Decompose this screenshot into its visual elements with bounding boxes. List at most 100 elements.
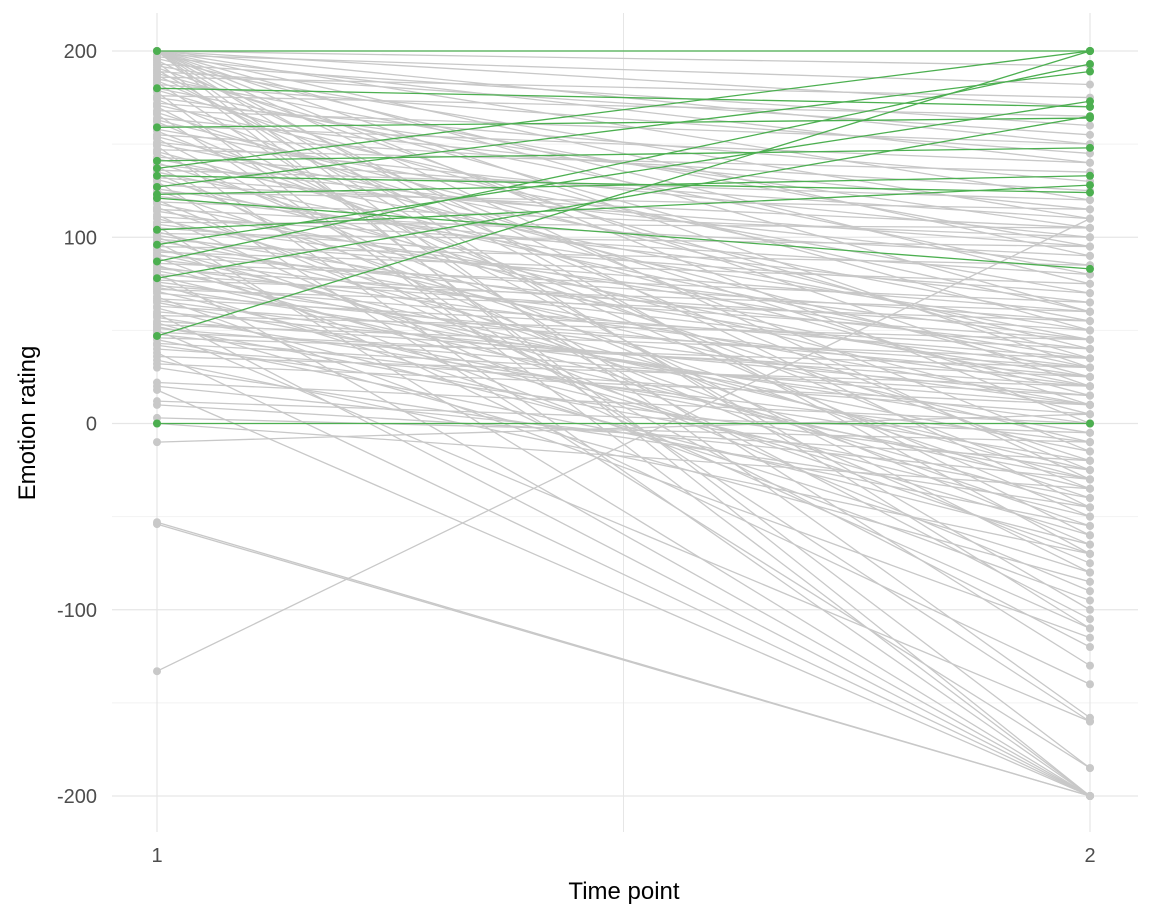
grey-series-point-t1-150	[153, 413, 161, 422]
grey-series-line-22	[156, 70, 1091, 136]
highlighted-series-point-t2-1	[1086, 102, 1094, 111]
grey-series-line-121	[156, 305, 1091, 369]
x-axis-title: Time point	[568, 878, 679, 905]
grey-series-line-6	[156, 50, 1091, 369]
grey-series-line-100	[156, 258, 1091, 369]
grey-series-point-t2-142	[1086, 549, 1094, 558]
grey-series-line-71	[156, 191, 1091, 210]
grey-series-line-99	[156, 257, 1091, 602]
grey-series-line-124	[156, 313, 1091, 797]
grey-series-point-t2-154	[1086, 792, 1094, 800]
highlighted-series-line-10	[156, 100, 1091, 246]
highlighted-series-line-6	[156, 70, 1091, 188]
grey-series-point-t2-22	[1086, 130, 1094, 139]
grey-series-point-t2-82	[1086, 223, 1094, 232]
highlighted-series-point-t1-0	[153, 47, 161, 55]
y-tick-label: 200	[64, 41, 97, 63]
highlighted-series-point-t1-4	[153, 164, 161, 173]
grey-series-line-13	[156, 54, 1091, 86]
grey-series-line-27	[156, 80, 1091, 453]
grey-series-line-149	[156, 404, 1091, 462]
grey-series-line-109	[156, 279, 1091, 313]
grey-series-line-142	[156, 359, 1091, 555]
highlighted-series-point-t1-12	[153, 274, 161, 283]
grey-series-point-t2-149	[1086, 456, 1094, 465]
grey-series-point-t2-133	[1086, 372, 1094, 381]
grey-series-point-t2-118	[1086, 345, 1094, 353]
grey-series-line-85	[156, 227, 1091, 294]
grey-series-line-131	[156, 327, 1091, 406]
grey-series-point-t2-148	[1086, 428, 1094, 437]
grey-series-point-t2-87	[1086, 242, 1094, 251]
grey-series-line-148	[156, 400, 1091, 434]
grey-series-line-129	[156, 324, 1091, 359]
grey-series-line-65	[156, 177, 1091, 248]
grey-series-line-150	[156, 417, 1091, 443]
grey-series-point-t2-79	[1086, 624, 1094, 633]
highlighted-series-line-1	[156, 87, 1091, 108]
grey-series-line-137	[156, 342, 1091, 397]
highlighted-series-point-t1-6	[153, 182, 161, 191]
grey-series-point-t2-50	[1086, 615, 1094, 624]
grey-series-line-101	[156, 262, 1091, 304]
grey-series-point-t2-130	[1086, 494, 1094, 502]
grey-series-point-t2-151	[1086, 484, 1094, 493]
grey-series-line-7	[156, 50, 1091, 425]
grey-series-point-t2-62	[1086, 196, 1094, 204]
grey-series-line-37	[156, 104, 1091, 313]
grey-series-line-39	[156, 109, 1091, 145]
highlighted-series-point-t1-11	[153, 257, 161, 266]
grey-series-point-t2-67	[1086, 764, 1094, 773]
y-tick-label: -200	[57, 786, 97, 808]
grey-series-line-113	[156, 286, 1091, 434]
grey-series-line-147	[156, 389, 1091, 797]
grey-series-point-t2-61	[1086, 643, 1094, 651]
grey-series-point-t1-144	[153, 363, 161, 372]
grey-series-point-t2-146	[1086, 475, 1094, 484]
grey-series-point-t2-92	[1086, 680, 1094, 689]
grey-series-point-t2-21	[1086, 605, 1094, 614]
grey-series-point-t2-71	[1086, 205, 1094, 214]
highlighted-series-line-8	[156, 197, 1091, 270]
highlighted-series-point-t2-8	[1086, 264, 1094, 273]
grey-series-point-t2-104	[1086, 326, 1094, 335]
grey-series-point-t2-13	[1086, 80, 1094, 89]
grey-series-line-154	[156, 523, 1091, 797]
grey-series-point-t2-150	[1086, 438, 1094, 447]
grey-series-line-152	[156, 413, 1091, 443]
grey-series-point-t2-132	[1086, 717, 1094, 726]
grey-series-line-155	[156, 218, 1091, 672]
grey-series-line-42	[156, 117, 1091, 210]
grey-series-line-105	[156, 270, 1091, 453]
grey-series-point-t2-18	[1086, 121, 1094, 130]
highlighted-series-line-13	[156, 50, 1091, 337]
highlighted-series-point-t1-13	[153, 331, 161, 340]
y-tick-label: 0	[86, 414, 97, 436]
grey-series-line-54	[156, 149, 1091, 173]
highlighted-series-point-t2-10	[1086, 97, 1094, 106]
grey-series-line-138	[156, 344, 1091, 471]
grey-series-line-118	[156, 298, 1091, 350]
highlighted-series-point-t1-2	[153, 123, 161, 132]
x-tick-label: 2	[1084, 845, 1095, 867]
highlighted-series-line-3	[156, 147, 1091, 162]
grey-series-line-61	[156, 165, 1091, 648]
highlighted-series-line-2	[156, 117, 1091, 129]
highlighted-series-point-t2-5	[1086, 188, 1094, 197]
y-tick-label: -100	[57, 600, 97, 622]
grey-series-point-t2-80	[1086, 270, 1094, 279]
grey-series-point-t2-122	[1086, 540, 1094, 549]
grey-series-line-91	[156, 240, 1091, 406]
grey-series-line-139	[156, 348, 1091, 415]
grey-series-point-t2-29	[1086, 149, 1094, 158]
highlighted-series-point-t2-7	[1086, 171, 1094, 180]
y-tick-label: 100	[64, 227, 97, 249]
grey-series-point-t1-147	[153, 385, 161, 394]
grey-series-point-t2-74	[1086, 233, 1094, 242]
grey-series-line-104	[156, 268, 1091, 332]
grey-series-point-t2-111	[1086, 568, 1094, 577]
grey-series-line-18	[156, 63, 1091, 127]
highlighted-series-point-t1-3	[153, 156, 161, 165]
grey-series-line-144	[156, 366, 1091, 508]
